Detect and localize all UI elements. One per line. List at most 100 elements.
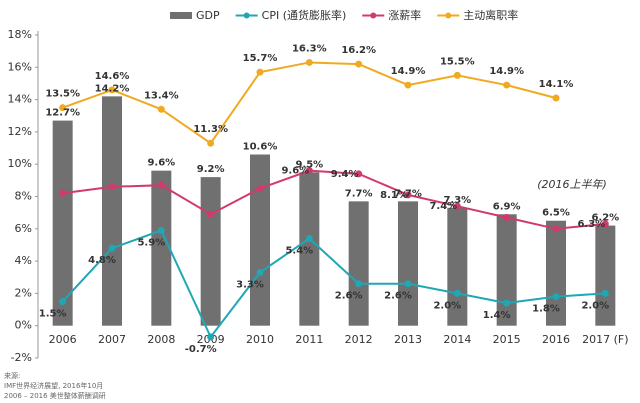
point [207,210,215,218]
x-tick-label: 2008 [147,333,175,346]
y-tick-label: 2% [15,286,32,299]
y-tick-label: 8% [15,190,32,203]
value-label: 14.2% [95,83,130,94]
value-label: 9.6% [147,158,175,169]
point [157,226,165,234]
series-line [62,61,557,145]
value-label: 13.4% [144,90,179,101]
value-label: 10.6% [243,142,278,153]
value-label: 7.7% [345,188,373,199]
y-tick-label: 4% [15,254,32,267]
y-tick-label: 14% [8,93,32,106]
point [503,81,511,89]
point [552,225,560,233]
source-line: 2006 – 2016 美世整体薪酬调研 [4,391,106,400]
bar [52,120,73,326]
value-label: 14.9% [489,66,524,77]
value-label: 2.0% [433,300,461,311]
value-label: 6.5% [542,208,570,219]
bar [200,177,221,326]
point [453,71,461,79]
legend-label: CPI (通货膨胀率) [262,8,347,22]
series-line [62,169,606,230]
value-label: 16.2% [341,45,376,56]
value-label: 7.3% [443,195,471,206]
x-tick-label: 2012 [345,333,373,346]
point [355,60,363,68]
point [305,234,313,242]
y-tick-label: -2% [11,351,32,364]
value-label: 15.7% [243,53,278,64]
bar [299,172,320,326]
legend-swatch [445,12,452,19]
point [453,202,461,210]
point [305,58,313,66]
value-label: 9.6% [281,166,309,177]
point [552,293,560,301]
point [503,213,511,221]
x-tick-label: 2006 [49,333,77,346]
source-line: IMF世界经济展望, 2016年10月 [4,381,103,390]
legend-label: GDP [196,9,220,22]
annotation: (2016上半年) [537,178,607,191]
y-tick-label: 12% [8,125,32,138]
y-tick-label: 6% [15,222,32,235]
value-label: 9.2% [197,164,225,175]
value-label: 15.5% [440,56,475,67]
point [108,183,116,191]
point [207,139,215,147]
x-tick-label: 2017 (F) [582,333,628,346]
point [157,181,165,189]
point [59,297,67,305]
point [601,289,609,297]
legend-label: 主动离职率 [463,8,518,22]
legend-swatch [370,12,377,19]
x-tick-label: 2011 [295,333,323,346]
bar [496,214,517,326]
bar [546,220,566,326]
point [256,184,264,192]
point [59,104,67,112]
value-label: 14.9% [391,66,426,77]
value-label: 5.9% [137,237,165,248]
y-tick-label: 18% [8,28,32,41]
point [552,94,560,102]
point [453,289,461,297]
legend-label: 涨薪率 [388,8,421,22]
value-label: 4.8% [88,255,116,266]
value-label: 6.3% [577,219,605,230]
value-label: 1.5% [39,308,67,319]
x-tick-label: 2015 [493,333,521,346]
point [601,220,609,228]
value-label: 13.5% [45,89,80,100]
x-tick-label: 2010 [246,333,274,346]
bar [348,201,369,326]
point [355,170,363,178]
point [108,244,116,252]
value-label: 2.6% [335,291,363,302]
y-tick-label: 0% [15,319,32,332]
value-label: 5.4% [285,245,313,256]
bar [447,207,468,326]
value-label: 7.7% [394,188,422,199]
point [503,299,511,307]
x-tick-label: 2013 [394,333,422,346]
value-label: 2.6% [384,291,412,302]
point [108,86,116,94]
y-tick-label: 10% [8,157,32,170]
x-tick-label: 2007 [98,333,126,346]
point [404,280,412,288]
x-tick-label: 2014 [443,333,471,346]
value-label: -0.7% [185,344,217,355]
value-label: 9.5% [295,159,323,170]
legend-swatch [170,12,192,19]
value-label: 8.1% [380,190,408,201]
value-label: 11.3% [193,124,228,135]
point [256,68,264,76]
bar [151,170,172,326]
series-line [61,229,606,339]
legend-swatch [243,12,250,19]
value-label: 6.2% [591,213,619,224]
value-label: 9.4% [331,169,359,180]
